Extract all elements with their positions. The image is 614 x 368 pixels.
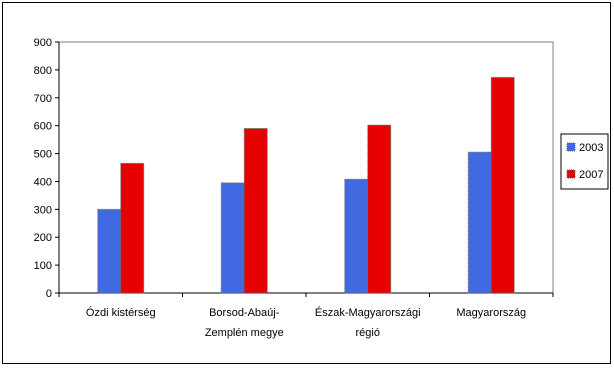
bar-2007 xyxy=(367,124,392,294)
y-tick-label: 400 xyxy=(34,176,52,188)
y-tick-label: 800 xyxy=(34,65,52,77)
y-tick-label: 600 xyxy=(34,121,52,133)
x-tick-label: Észak-Magyarországi xyxy=(315,306,421,319)
bar-2003 xyxy=(97,208,122,294)
y-tick-label: 200 xyxy=(34,232,52,244)
bar-2007 xyxy=(490,76,515,294)
bar-2003 xyxy=(344,178,369,294)
bar-2007 xyxy=(243,127,268,294)
y-tick-label: 0 xyxy=(46,288,52,300)
legend-label: 2007 xyxy=(579,169,603,181)
y-tick-label: 900 xyxy=(34,37,52,49)
y-tick-label: 300 xyxy=(34,204,52,216)
y-tick-label: 500 xyxy=(34,149,52,161)
chart-frame: 0 100 200 300 400 500 600 700 800 900 Ózdi kistérs… xyxy=(2,2,611,364)
x-tick-label: Zemplén megye xyxy=(205,327,284,339)
legend-label: 2003 xyxy=(579,142,603,154)
x-tick-label: Magyarország xyxy=(456,307,526,319)
bar-2007 xyxy=(120,162,145,294)
x-tick-label: Ózdi kistérség xyxy=(86,306,156,319)
y-tick-label: 700 xyxy=(34,93,52,105)
bar-2003 xyxy=(467,151,492,294)
legend-swatch-2003 xyxy=(566,142,576,152)
x-tick-label: régió xyxy=(356,327,380,339)
bar-2003 xyxy=(220,182,245,294)
bar-chart: 0 100 200 300 400 500 600 700 800 900 Ózdi kistérs… xyxy=(34,37,609,339)
x-tick-label: Borsod-Abaúj- xyxy=(209,307,280,319)
y-tick-label: 100 xyxy=(34,260,52,272)
legend-swatch-2007 xyxy=(566,169,576,179)
